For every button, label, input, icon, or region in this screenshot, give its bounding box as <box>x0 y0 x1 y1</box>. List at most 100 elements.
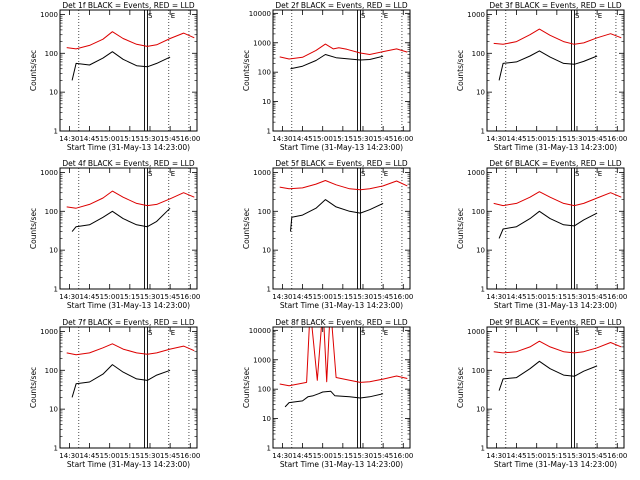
x-tick-label: 15:30 <box>567 293 587 301</box>
plot-frame <box>272 167 411 290</box>
x-tick-label: 14:30 <box>59 452 79 460</box>
x-tick-label: 15:45 <box>160 293 180 301</box>
lld-series-line <box>66 190 195 209</box>
x-tick-label: 15:15 <box>120 452 140 460</box>
y-tick-label: 1 <box>54 445 58 453</box>
interval-marker-s: S <box>148 12 153 20</box>
y-axis-label: Counts/sec <box>456 50 465 91</box>
x-tick-label: 15:15 <box>547 452 567 460</box>
y-tick-label: 10 <box>476 406 485 414</box>
y-tick-label: 1000 <box>253 169 271 177</box>
lld-series-line <box>66 31 195 50</box>
y-tick-label: 1 <box>54 286 58 294</box>
y-tick-label: 1000 <box>467 328 485 336</box>
lld-series-line <box>493 28 622 45</box>
events-series-line <box>290 54 384 70</box>
events-series-line <box>71 364 171 398</box>
x-tick-label: 14:30 <box>272 293 292 301</box>
x-tick-label: 15:45 <box>587 293 607 301</box>
x-tick-label: 16:00 <box>393 452 413 460</box>
x-tick-label: 14:30 <box>486 452 506 460</box>
x-tick-label: 15:00 <box>100 135 120 143</box>
detector-panel: Det 2f BLACK = Events, RED = LLD 1 10 100 10… <box>242 1 413 152</box>
x-tick-label: 15:00 <box>313 452 333 460</box>
y-tick-label: 10000 <box>249 327 271 335</box>
x-tick-label: 16:00 <box>607 135 627 143</box>
x-tick-label: 16:00 <box>607 293 627 301</box>
detector-panel: Det 7f BLACK = Events, RED = LLD 1 10 100 10… <box>29 318 200 469</box>
x-tick-label: 16:00 <box>393 135 413 143</box>
x-tick-label: 15:15 <box>120 135 140 143</box>
y-tick-label: 1 <box>267 445 271 453</box>
y-tick-label: 1 <box>481 286 485 294</box>
y-tick-label: 10 <box>49 89 58 97</box>
x-tick-label: 14:45 <box>292 293 312 301</box>
x-tick-label: 15:15 <box>333 452 353 460</box>
x-tick-label: 14:45 <box>79 293 99 301</box>
lld-series-line <box>279 180 408 191</box>
detector-panel: Det 3f BLACK = Events, RED = LLD 1 10 100 10… <box>456 1 627 152</box>
x-tick-label: 15:45 <box>373 135 393 143</box>
y-tick-label: 10 <box>49 406 58 414</box>
plot-frame <box>272 9 411 132</box>
x-tick-label: 14:30 <box>59 293 79 301</box>
y-tick-label: 1000 <box>467 169 485 177</box>
y-tick-label: 100 <box>45 208 58 216</box>
events-series-line <box>284 390 384 408</box>
interval-marker-e: E <box>171 170 175 178</box>
y-tick-label: 100 <box>258 208 271 216</box>
x-tick-label: 16:00 <box>180 135 200 143</box>
x-tick-label: 15:30 <box>567 452 587 460</box>
x-axis-label: Start Time (31-May-13 14:23:00) <box>67 143 190 152</box>
y-tick-label: 100 <box>472 367 485 375</box>
plot-frame <box>59 167 198 290</box>
plot-frame <box>59 9 198 132</box>
y-axis-label: Counts/sec <box>29 50 38 91</box>
panel-title: Det 7f BLACK = Events, RED = LLD <box>62 318 195 327</box>
x-tick-label: 14:30 <box>272 452 292 460</box>
x-tick-label: 15:45 <box>160 135 180 143</box>
panel-title: Det 5f BLACK = Events, RED = LLD <box>275 159 408 168</box>
interval-marker-s: S <box>361 12 366 20</box>
interval-marker-s: S <box>148 170 153 178</box>
x-axis-label: Start Time (31-May-13 14:23:00) <box>494 460 617 469</box>
y-tick-label: 1 <box>481 128 485 136</box>
x-tick-label: 15:15 <box>333 135 353 143</box>
panel-title: Det 6f BLACK = Events, RED = LLD <box>489 159 622 168</box>
y-tick-label: 1000 <box>40 11 58 19</box>
panel-title: Det 2f BLACK = Events, RED = LLD <box>275 1 408 10</box>
y-tick-label: 1000 <box>253 39 271 47</box>
x-tick-label: 15:30 <box>140 135 160 143</box>
detector-panel: Det 6f BLACK = Events, RED = LLD 1 10 100 10… <box>456 159 627 310</box>
plot-frame <box>486 9 625 132</box>
interval-marker-e: E <box>384 329 388 337</box>
y-tick-label: 100 <box>258 69 271 77</box>
x-tick-label: 14:30 <box>272 135 292 143</box>
x-tick-label: 15:30 <box>567 135 587 143</box>
x-tick-label: 15:00 <box>100 293 120 301</box>
x-tick-label: 15:15 <box>333 293 353 301</box>
y-tick-label: 1000 <box>467 11 485 19</box>
y-tick-label: 100 <box>45 50 58 58</box>
interval-marker-s: S <box>575 12 580 20</box>
y-axis-label: Counts/sec <box>242 50 251 91</box>
x-tick-label: 15:30 <box>353 293 373 301</box>
y-tick-label: 1 <box>54 128 58 136</box>
x-tick-label: 14:45 <box>292 135 312 143</box>
panel-title: Det 4f BLACK = Events, RED = LLD <box>62 159 195 168</box>
x-tick-label: 15:45 <box>587 452 607 460</box>
plot-frame <box>486 167 625 290</box>
interval-marker-e: E <box>384 12 388 20</box>
x-axis-label: Start Time (31-May-13 14:23:00) <box>67 301 190 310</box>
x-tick-label: 16:00 <box>180 293 200 301</box>
y-tick-label: 1000 <box>40 169 58 177</box>
interval-marker-s: S <box>361 329 366 337</box>
interval-marker-s: S <box>148 329 153 337</box>
lld-series-line <box>279 327 408 387</box>
x-tick-label: 15:30 <box>353 135 373 143</box>
events-series-line <box>290 199 384 232</box>
panel-title: Det 3f BLACK = Events, RED = LLD <box>489 1 622 10</box>
interval-marker-e: E <box>171 12 175 20</box>
lld-series-line <box>279 43 408 60</box>
